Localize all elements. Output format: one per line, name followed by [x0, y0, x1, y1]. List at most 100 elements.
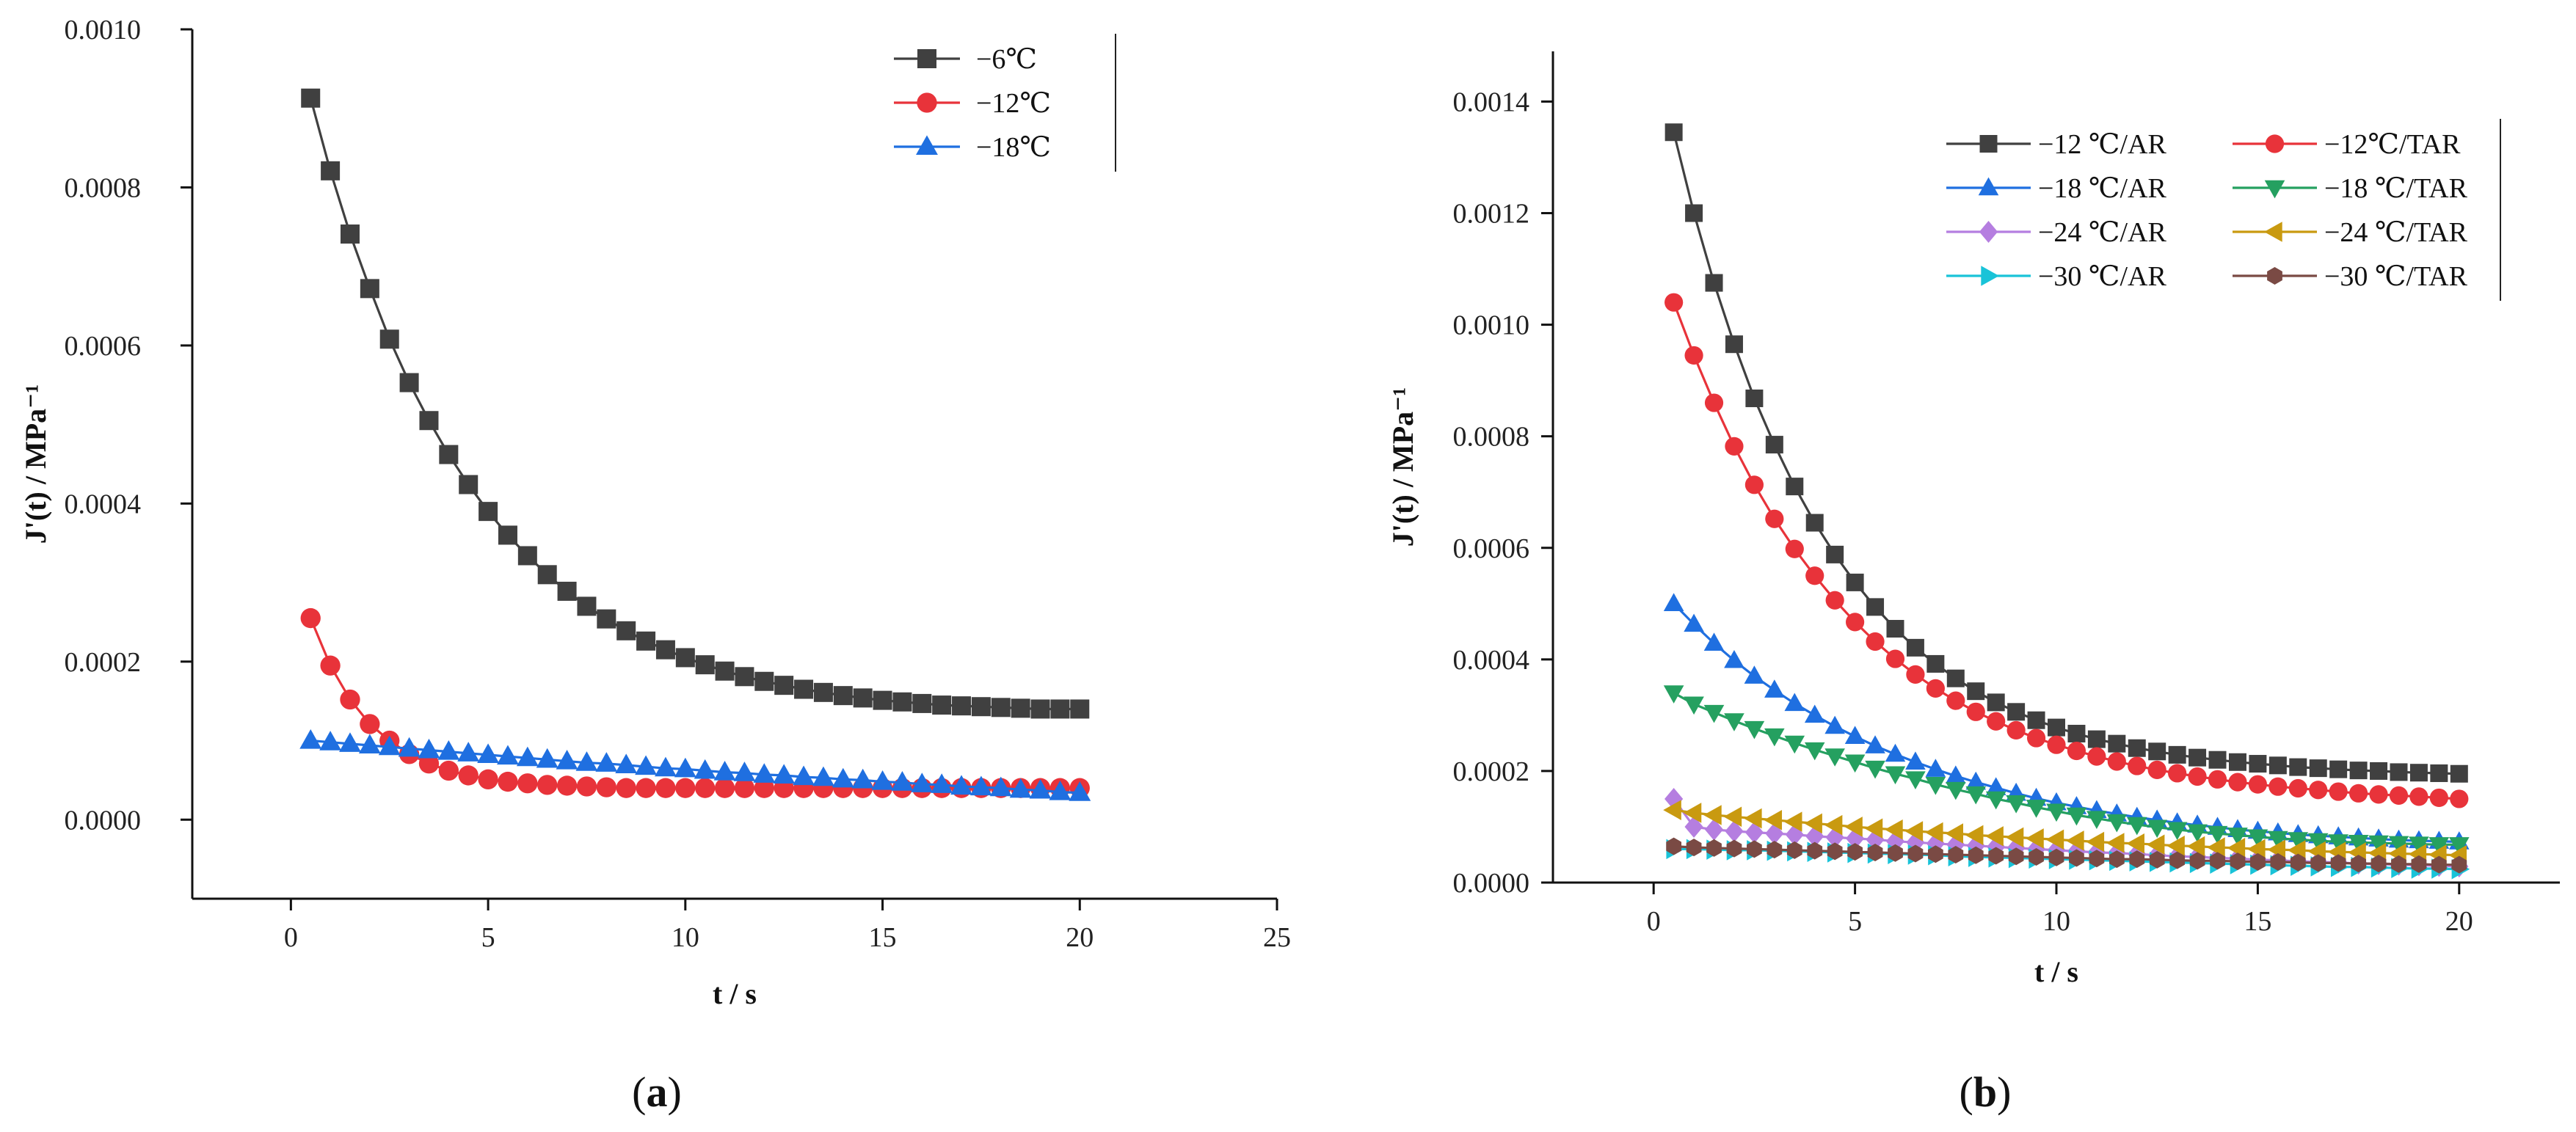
y-tick-label-b: 0.0008 [1453, 422, 1530, 453]
data-point [2390, 763, 2408, 781]
data-point [616, 778, 636, 798]
data-point [2227, 838, 2246, 858]
data-point [2409, 764, 2428, 782]
data-point [2007, 703, 2026, 721]
data-point [871, 770, 894, 790]
legend-entry: −12℃/TAR [2233, 129, 2461, 160]
data-point [1725, 820, 1744, 843]
x-tick-label-a: 25 [1263, 922, 1291, 953]
data-point [1948, 845, 1964, 863]
data-point [2349, 784, 2368, 803]
data-point [1906, 638, 1924, 657]
data-point [1846, 573, 1864, 591]
data-point [1905, 771, 1926, 789]
legend-marker [1981, 266, 1999, 286]
data-point [1826, 545, 1844, 563]
data-point [517, 546, 537, 566]
data-point [1804, 742, 1825, 761]
legend-marker [917, 49, 936, 68]
legend-label: −24 ℃/TAR [2324, 217, 2468, 248]
series-line [309, 98, 1080, 711]
data-point [419, 411, 439, 431]
data-point [833, 686, 853, 706]
data-point [1924, 822, 1943, 843]
data-point [1865, 735, 1885, 753]
data-point [1685, 204, 1703, 222]
data-point [2126, 817, 2147, 836]
data-point [1764, 810, 1783, 830]
data-point [2108, 734, 2126, 753]
data-point [2169, 851, 2186, 869]
data-point [2368, 835, 2389, 854]
data-point [1965, 786, 1987, 805]
data-point [1764, 728, 1785, 747]
y-tick-label-b: 0.0004 [1453, 645, 1530, 676]
data-point [1988, 847, 2004, 865]
legend-label: −12℃ [976, 88, 1051, 119]
data-point [301, 88, 321, 108]
data-point [536, 748, 559, 768]
data-point [2026, 828, 2044, 849]
series-a-6 [301, 88, 1090, 719]
data-point [715, 661, 735, 681]
data-point [1744, 720, 1765, 740]
data-point [2268, 830, 2288, 850]
x-tick-label-b: 10 [2042, 906, 2070, 937]
data-point [615, 753, 638, 773]
data-point [2126, 833, 2144, 854]
data-point [2148, 742, 2166, 761]
data-point [1785, 539, 1804, 558]
data-point [1925, 776, 1946, 795]
data-point [654, 756, 677, 777]
data-point [1745, 389, 1764, 407]
data-point [1663, 800, 1681, 820]
data-point [2227, 828, 2248, 846]
data-point [969, 775, 992, 796]
data-point [2067, 724, 2086, 742]
data-point [1724, 713, 1744, 731]
data-point [479, 502, 498, 522]
data-point [2107, 752, 2126, 771]
data-point [2348, 835, 2369, 853]
data-point [1703, 704, 1725, 723]
data-point [1664, 123, 1683, 142]
data-point [636, 631, 656, 651]
data-point [734, 778, 755, 798]
data-point [2428, 837, 2450, 855]
legend-label: −24 ℃/AR [2038, 217, 2166, 248]
data-point [2006, 795, 2026, 814]
data-point [2329, 782, 2348, 801]
x-tick-label-a: 5 [481, 922, 495, 953]
data-point [616, 621, 636, 640]
series-line [1673, 692, 2459, 846]
data-point [2008, 847, 2024, 866]
data-point [2429, 788, 2448, 808]
data-point [2047, 735, 2066, 754]
x-tick-label-a: 0 [284, 922, 298, 953]
chart-panel-a: 0 5 10 15 20 25 0.0000 0.0002 0.0004 0.0006 0.0008… [19, 15, 1291, 1116]
data-point [2168, 745, 2186, 764]
legend-marker [2264, 222, 2282, 242]
data-point [1805, 514, 1824, 532]
data-point [1764, 679, 1785, 698]
data-point [2208, 770, 2227, 789]
data-point [952, 696, 972, 716]
data-point [556, 749, 578, 770]
data-point [851, 768, 874, 789]
data-point [1987, 712, 2006, 731]
legend-label: −30 ℃/TAR [2324, 261, 2468, 292]
data-point [1926, 654, 1945, 673]
data-point [1825, 591, 1844, 610]
legend-marker [2267, 267, 2282, 285]
y-tick-label-a: 0.0000 [65, 805, 142, 836]
data-point [832, 767, 854, 788]
data-point [2328, 834, 2348, 852]
series-b-12-ar [1664, 123, 2468, 783]
data-point [2166, 836, 2185, 856]
data-point [516, 746, 539, 767]
data-point [2087, 730, 2106, 748]
data-point [675, 648, 695, 668]
data-point [458, 765, 479, 786]
data-point [2187, 824, 2208, 843]
series-line [1673, 302, 2459, 800]
